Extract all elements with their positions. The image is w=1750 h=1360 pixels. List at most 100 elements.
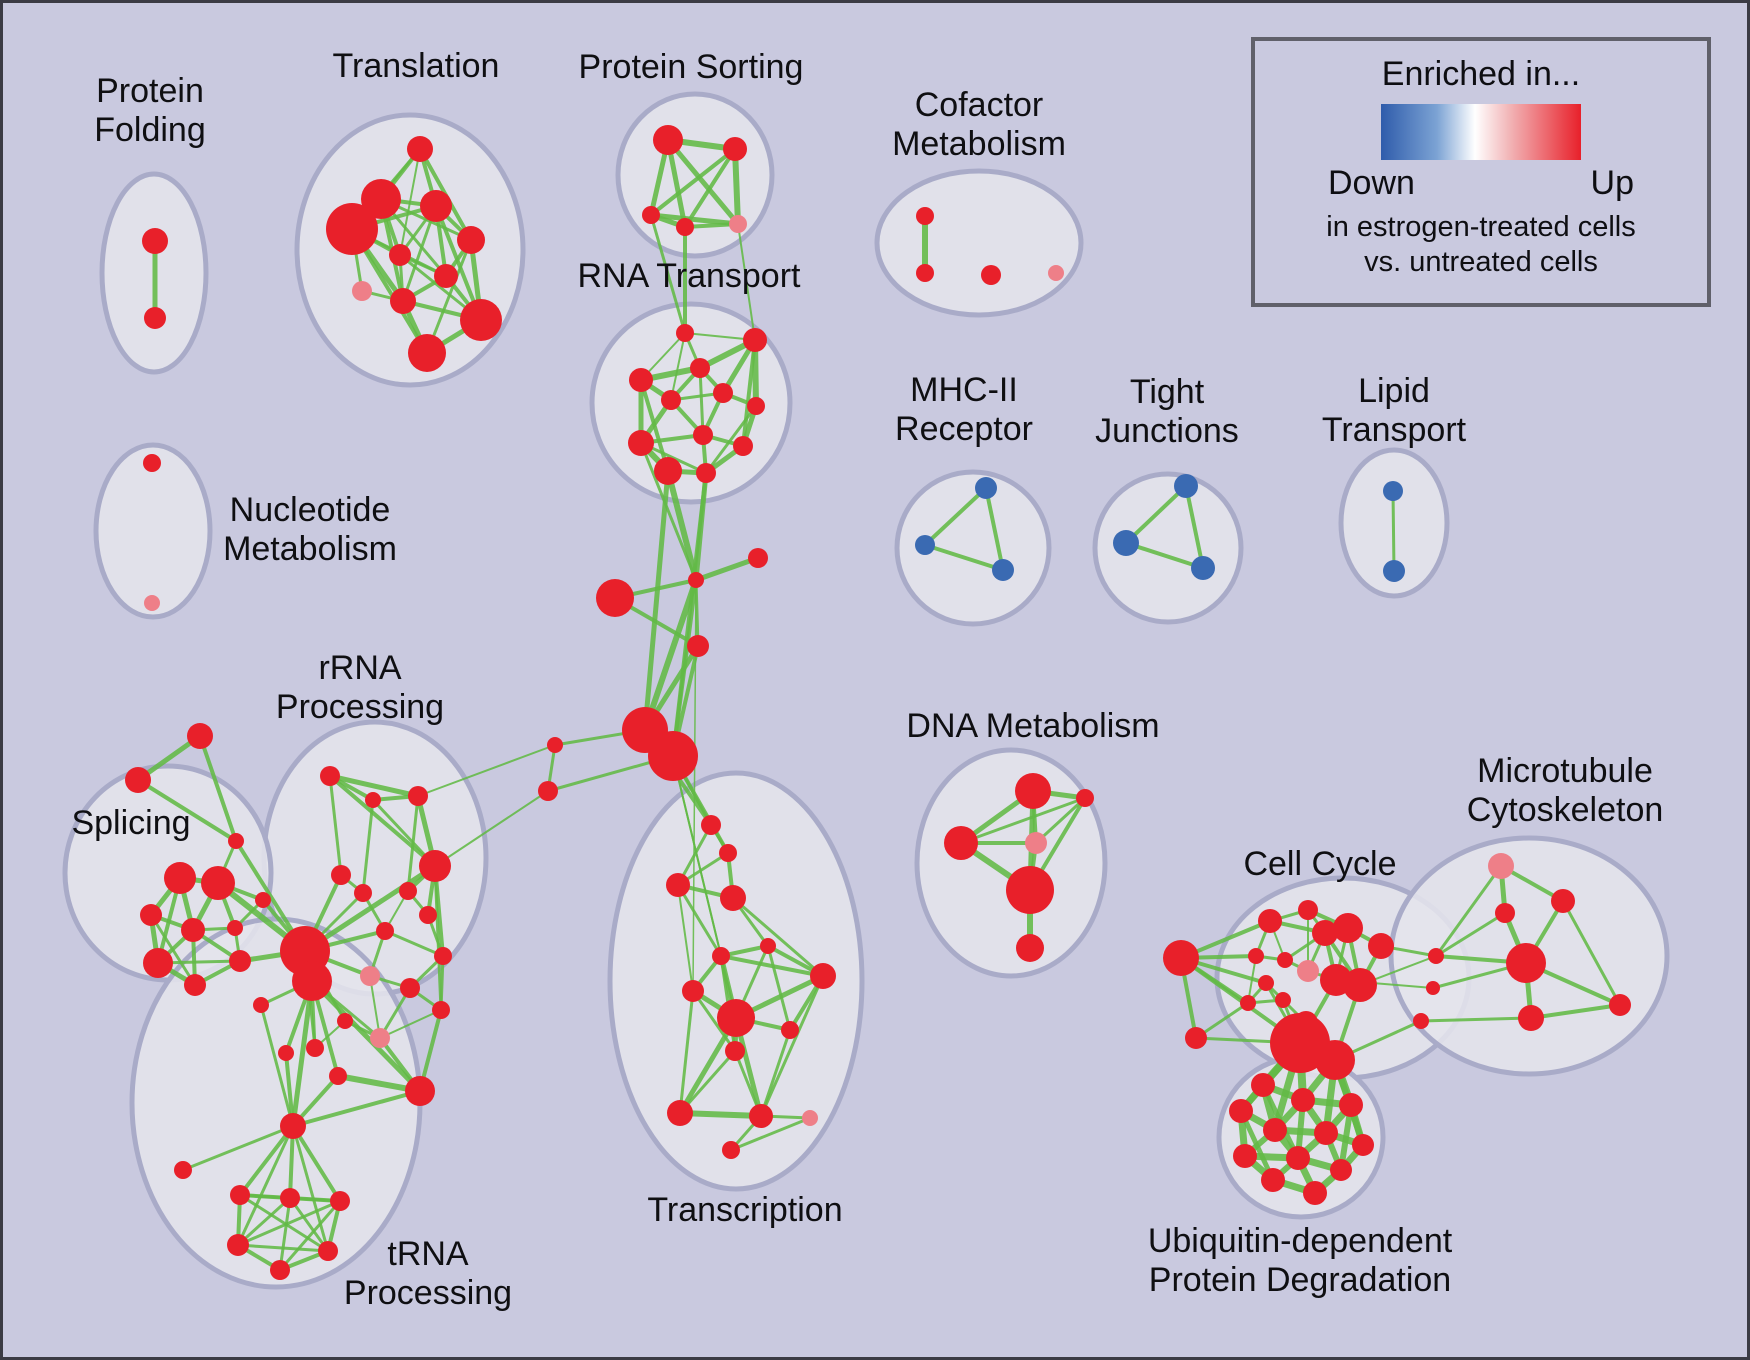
node-spl8 xyxy=(255,892,271,908)
legend-caption-line1: in estrogen-treated cells xyxy=(1326,211,1636,243)
node-t2 xyxy=(361,179,401,219)
edge xyxy=(766,944,792,1032)
edge xyxy=(1419,1016,1533,1023)
edge xyxy=(984,486,1005,572)
node-spl5 xyxy=(227,920,243,936)
edge xyxy=(1184,484,1205,570)
edge xyxy=(649,147,737,217)
cluster-label-transcription: Transcription xyxy=(647,1191,842,1229)
node-d1 xyxy=(1015,773,1051,809)
cluster-label-ubiquitin-degradation: Protein Degradation xyxy=(1149,1261,1451,1299)
node-rt7 xyxy=(747,397,765,415)
node-mt5 xyxy=(1518,1005,1544,1031)
node-tj1 xyxy=(1174,474,1198,498)
node-xl2 xyxy=(538,781,558,801)
legend-down-label: Down xyxy=(1328,164,1415,202)
edge xyxy=(327,773,421,799)
edge xyxy=(379,1009,442,1039)
edge xyxy=(665,137,741,227)
node-rr9 xyxy=(434,947,452,965)
node-tj2 xyxy=(1113,530,1139,556)
node-mt3 xyxy=(1495,903,1515,923)
edge xyxy=(1124,541,1205,570)
node-nu2 xyxy=(144,595,160,611)
node-hubL xyxy=(596,579,634,617)
node-uHubB xyxy=(1315,1040,1355,1080)
edge xyxy=(290,978,315,1129)
node-rt1 xyxy=(676,324,694,342)
node-cc4 xyxy=(1277,952,1293,968)
node-mh3 xyxy=(992,559,1014,581)
node-rr14 xyxy=(370,1028,390,1048)
node-rt10 xyxy=(733,436,753,456)
edge xyxy=(698,366,705,437)
edge xyxy=(741,338,757,448)
edge xyxy=(678,1049,737,1115)
edge xyxy=(278,1199,342,1272)
edge xyxy=(923,543,1005,572)
node-t7 xyxy=(434,264,458,288)
edge xyxy=(676,883,723,958)
node-u7 xyxy=(1352,1134,1374,1156)
edge xyxy=(648,212,741,227)
edge xyxy=(291,1089,422,1128)
node-s2 xyxy=(723,137,747,161)
node-cc8 xyxy=(1275,992,1291,1008)
node-rr12 xyxy=(432,1001,450,1019)
node-mtc2 xyxy=(1426,981,1440,995)
node-hubD xyxy=(292,961,332,1001)
node-cn1 xyxy=(253,997,269,1013)
edge xyxy=(309,978,423,1094)
edge xyxy=(288,1196,330,1253)
cluster-ellipse-nucleotide-metabolism xyxy=(93,442,213,620)
cluster-label-rrna-processing: Processing xyxy=(276,688,444,726)
legend-endpoint-labels: Down Up xyxy=(1328,164,1634,203)
node-rr8 xyxy=(376,922,394,940)
edge xyxy=(236,1199,342,1247)
node-mh2 xyxy=(915,535,935,555)
node-mtc xyxy=(1428,948,1444,964)
legend-gradient-bar xyxy=(1381,104,1581,160)
node-rr4 xyxy=(331,865,351,885)
node-d5 xyxy=(1006,866,1054,914)
node-mt2 xyxy=(1551,889,1575,913)
edge xyxy=(406,794,420,893)
node-cc9 xyxy=(1312,920,1338,946)
node-nu1 xyxy=(143,454,161,472)
node-mt6 xyxy=(1609,994,1631,1016)
node-rt3 xyxy=(629,368,653,392)
node-rrB xyxy=(419,850,451,882)
node-t6 xyxy=(389,244,411,266)
edge xyxy=(198,734,238,843)
cluster-label-nucleotide-metabolism: Metabolism xyxy=(223,530,397,568)
edge xyxy=(672,755,722,957)
edge xyxy=(434,790,549,867)
node-xl xyxy=(547,737,563,753)
node-tr8 xyxy=(667,1100,693,1126)
edge xyxy=(328,774,343,877)
node-cc3 xyxy=(1248,948,1264,964)
node-rt5 xyxy=(713,383,733,403)
cluster-label-nucleotide-metabolism: Nucleotide xyxy=(230,491,391,529)
node-tg1 xyxy=(230,1185,250,1205)
edge xyxy=(238,1193,330,1253)
node-tr11 xyxy=(722,1141,740,1159)
legend-caption-line2: vs. untreated cells xyxy=(1364,246,1598,278)
node-tg6 xyxy=(270,1260,290,1280)
node-tj3 xyxy=(1191,556,1215,580)
node-s1 xyxy=(653,125,683,155)
cluster-label-tight-junctions: Junctions xyxy=(1095,412,1239,450)
edge xyxy=(729,1116,812,1152)
node-s4 xyxy=(676,218,694,236)
node-spl9 xyxy=(229,950,251,972)
node-pf2 xyxy=(144,307,166,329)
node-u6 xyxy=(1314,1121,1338,1145)
legend-box: Enriched in... Down Up in estrogen-treat… xyxy=(1251,37,1711,307)
edge xyxy=(759,1028,792,1118)
edge xyxy=(677,884,694,992)
edge xyxy=(278,1196,292,1272)
edge xyxy=(732,146,741,227)
edge xyxy=(639,441,698,582)
edge xyxy=(383,929,445,958)
